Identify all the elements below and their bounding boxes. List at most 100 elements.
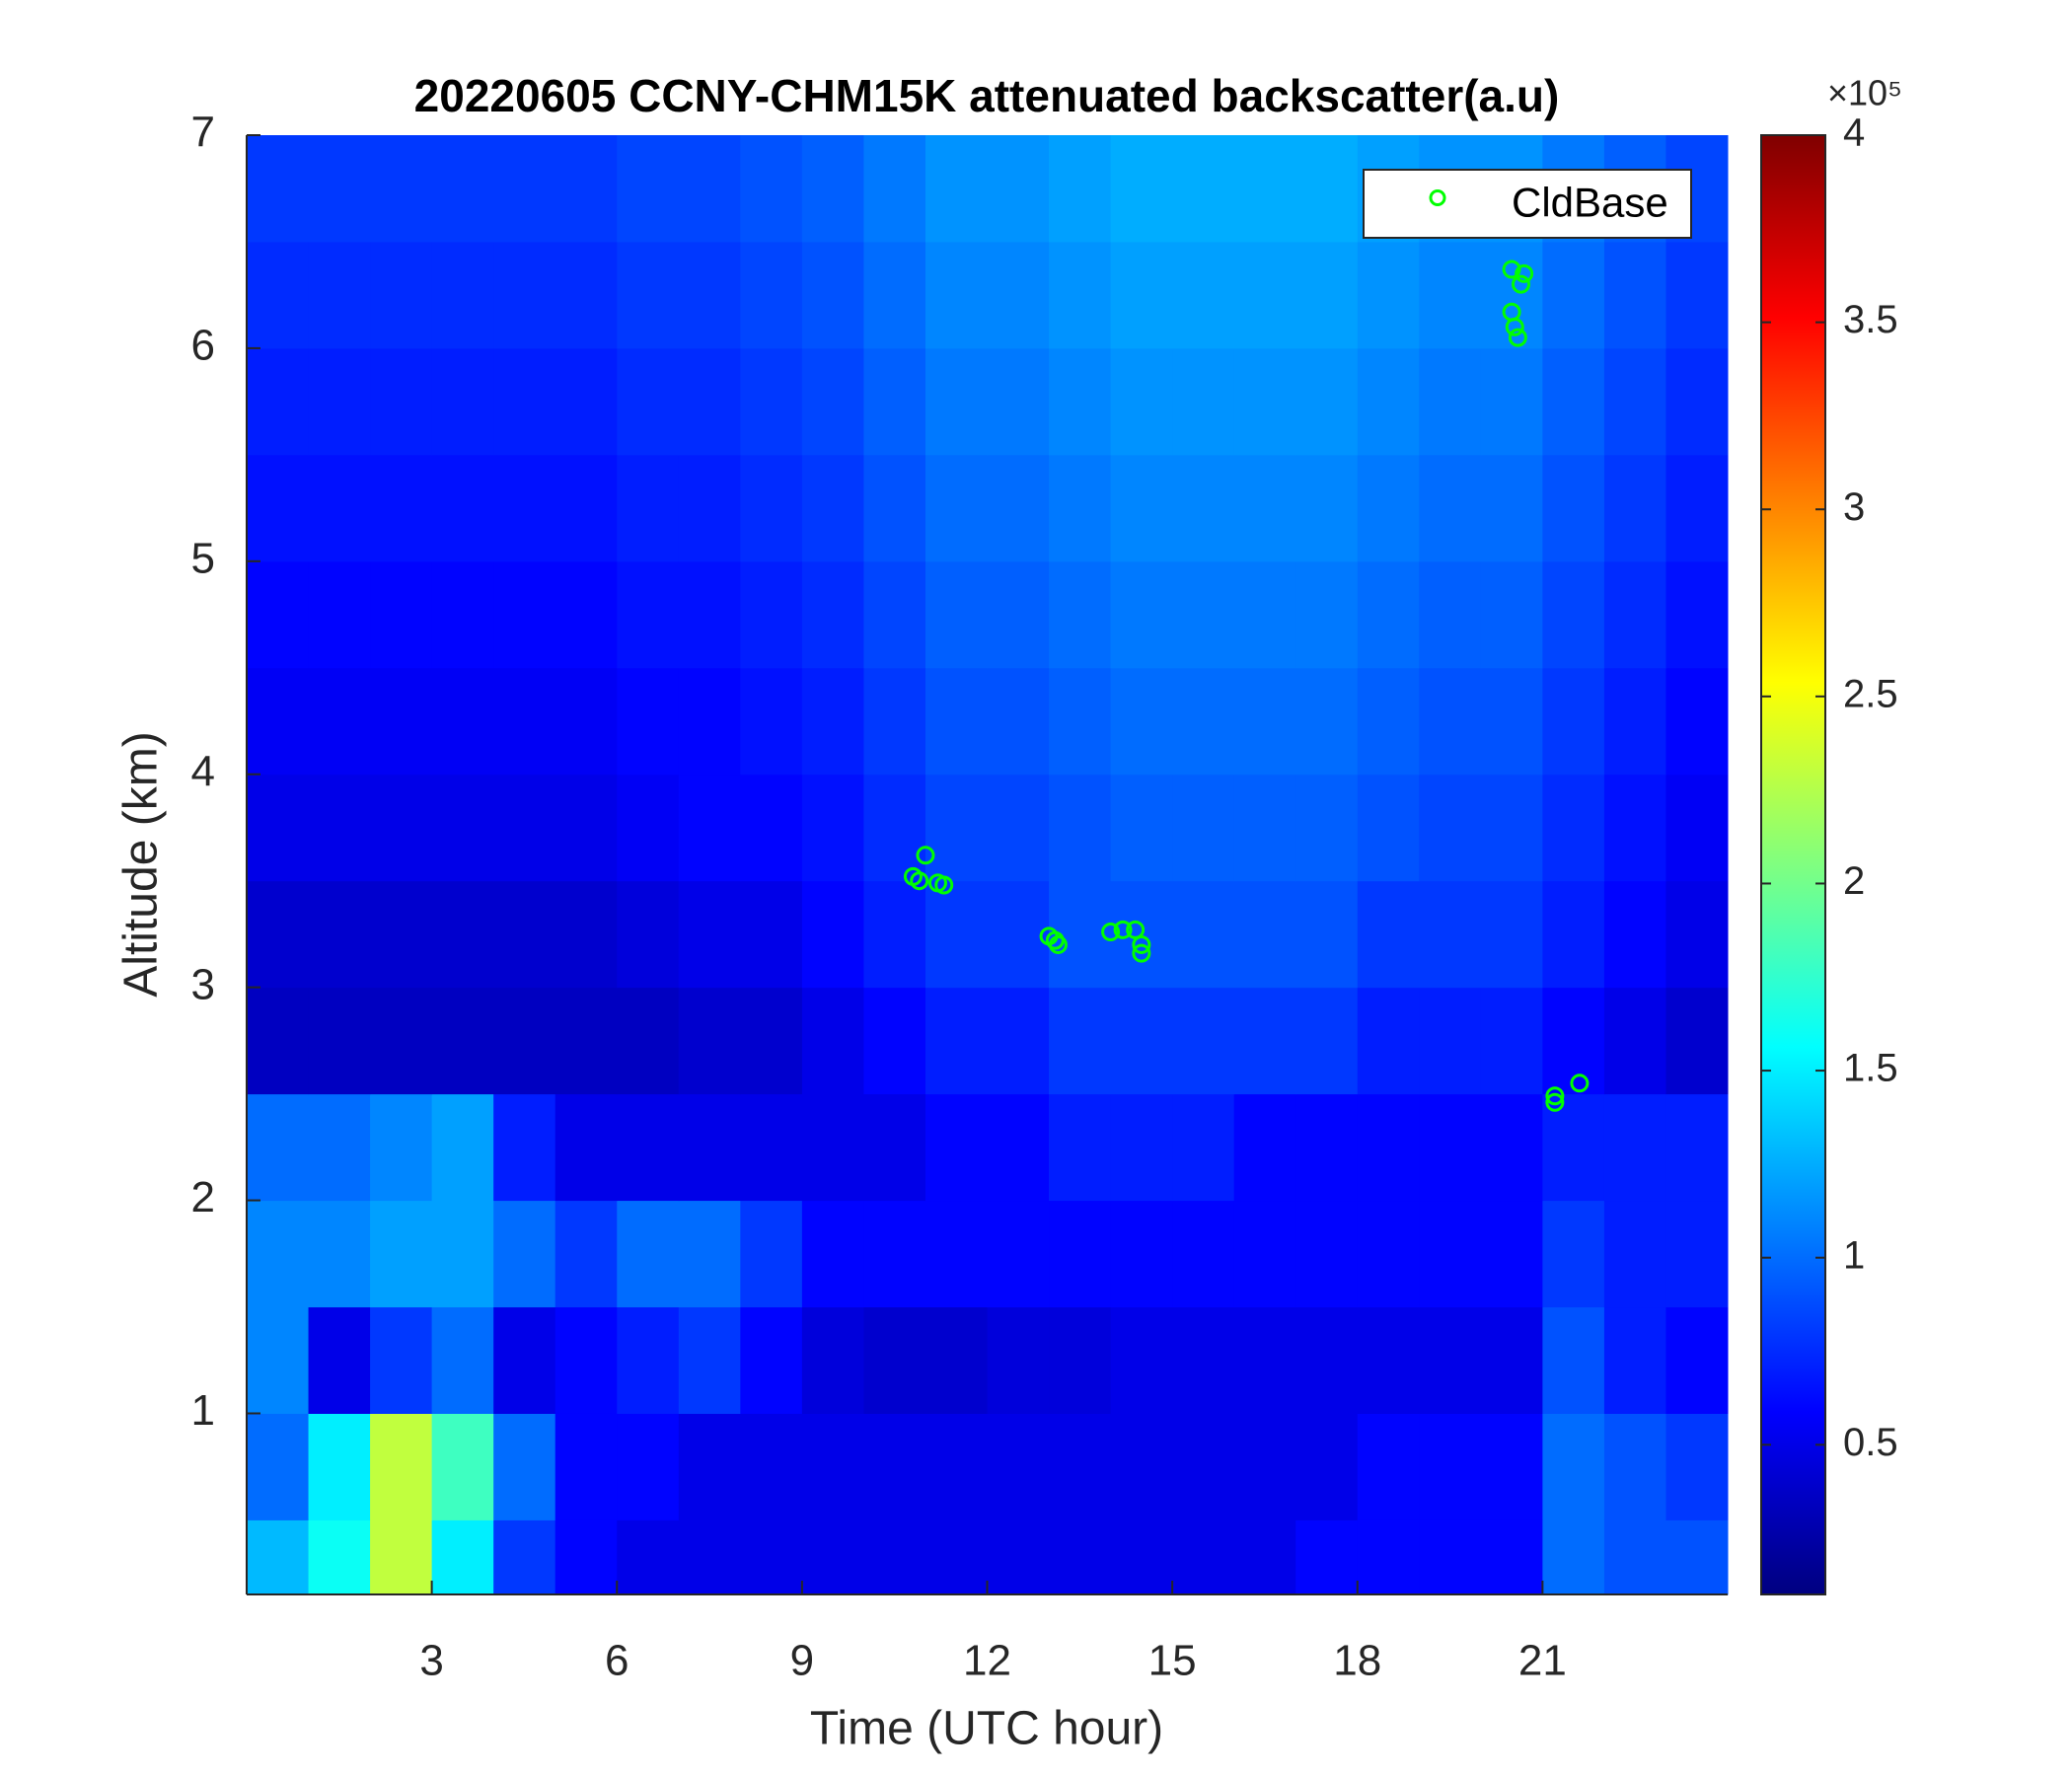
heatmap-cell xyxy=(740,987,803,1095)
heatmap-cell xyxy=(247,241,310,349)
heatmap-cell xyxy=(1172,560,1235,669)
heatmap-cell xyxy=(1233,1093,1296,1202)
heatmap-cell xyxy=(1295,880,1359,989)
heatmap-cell xyxy=(801,1306,864,1414)
heatmap-cell xyxy=(1049,347,1112,456)
heatmap-cell xyxy=(925,987,988,1095)
heatmap-cell xyxy=(801,1200,864,1308)
heatmap-cell xyxy=(370,667,433,776)
heatmap-cell xyxy=(987,774,1050,882)
heatmap-cell xyxy=(1110,667,1173,776)
heatmap-cell xyxy=(247,1200,310,1308)
heatmap-cell xyxy=(308,1413,371,1520)
cloud-base-point xyxy=(1101,923,1121,942)
heatmap-cell xyxy=(1110,241,1173,349)
heatmap-cell xyxy=(370,560,433,669)
heatmap-cell xyxy=(247,774,310,882)
heatmap-cell xyxy=(493,1413,556,1520)
heatmap-cell xyxy=(1172,1306,1235,1414)
heatmap-cell xyxy=(1295,1413,1359,1520)
heatmap-cell xyxy=(247,667,310,776)
heatmap-cell xyxy=(1480,1306,1543,1414)
colorbar-tick-label: 3 xyxy=(1843,485,1865,529)
heatmap-cell xyxy=(863,347,926,456)
heatmap-cell xyxy=(1603,1093,1666,1202)
heatmap-cell xyxy=(863,135,926,243)
heatmap-cell xyxy=(617,135,680,243)
heatmap-cell xyxy=(1049,987,1112,1095)
heatmap xyxy=(247,135,1729,1595)
x-tick-label: 3 xyxy=(419,1637,443,1685)
heatmap-cell xyxy=(1295,987,1359,1095)
heatmap-cell xyxy=(617,560,680,669)
heatmap-cell xyxy=(555,667,618,776)
heatmap-cell xyxy=(493,774,556,882)
heatmap-cell xyxy=(678,1413,741,1520)
heatmap-cell xyxy=(431,135,494,243)
heatmap-cell xyxy=(555,774,618,882)
heatmap-cell xyxy=(1665,987,1729,1095)
heatmap-cell xyxy=(308,880,371,989)
heatmap-cell xyxy=(1603,347,1666,456)
heatmap-cell xyxy=(1603,241,1666,349)
heatmap-cell xyxy=(1295,454,1359,562)
heatmap-cell xyxy=(863,1306,926,1414)
heatmap-cell xyxy=(308,987,371,1095)
heatmap-cell xyxy=(1233,1200,1296,1308)
colorbar-tick-label: 1.5 xyxy=(1843,1047,1898,1090)
heatmap-cell xyxy=(1480,1200,1543,1308)
heatmap-cell xyxy=(1542,1200,1605,1308)
heatmap-cell xyxy=(1233,560,1296,669)
heatmap-cell xyxy=(1172,667,1235,776)
heatmap-cell xyxy=(493,1093,556,1202)
heatmap-cell xyxy=(1357,454,1420,562)
heatmap-cell xyxy=(1049,454,1112,562)
heatmap-cell xyxy=(1419,880,1482,989)
heatmap-cell xyxy=(493,667,556,776)
heatmap-cell xyxy=(1357,987,1420,1095)
heatmap-cell xyxy=(801,1413,864,1520)
heatmap-cell xyxy=(308,454,371,562)
x-tick-label: 21 xyxy=(1518,1637,1567,1685)
heatmap-cell xyxy=(801,454,864,562)
heatmap-cell xyxy=(431,454,494,562)
heatmap-cell xyxy=(1603,1413,1666,1520)
heatmap-cell xyxy=(1419,454,1482,562)
heatmap-cell xyxy=(1480,1093,1543,1202)
heatmap-cell xyxy=(1419,241,1482,349)
heatmap-cell xyxy=(1295,135,1359,243)
heatmap-cell xyxy=(863,987,926,1095)
heatmap-cell xyxy=(801,1093,864,1202)
heatmap-cell xyxy=(1233,987,1296,1095)
heatmap-cell xyxy=(1049,1413,1112,1520)
y-axis-label: Altitude (km) xyxy=(115,731,168,997)
y-tick-label: 5 xyxy=(191,534,215,582)
cloud-base-point xyxy=(1515,263,1534,283)
heatmap-cell xyxy=(863,454,926,562)
heatmap-cell xyxy=(555,135,618,243)
heatmap-cell xyxy=(308,347,371,456)
heatmap-cell xyxy=(308,241,371,349)
heatmap-cell xyxy=(247,880,310,989)
cloud-base-point xyxy=(1502,259,1521,279)
y-tick-label: 7 xyxy=(191,109,215,157)
heatmap-cell xyxy=(247,454,310,562)
heatmap-cell xyxy=(1665,1093,1729,1202)
heatmap-cell xyxy=(1295,774,1359,882)
heatmap-cell xyxy=(431,560,494,669)
heatmap-cell xyxy=(1110,560,1173,669)
heatmap-cell xyxy=(1665,1306,1729,1414)
heatmap-cell xyxy=(1603,560,1666,669)
heatmap-cell xyxy=(617,241,680,349)
heatmap-cell xyxy=(987,347,1050,456)
heatmap-cell xyxy=(1049,1306,1112,1414)
heatmap-cell xyxy=(247,347,310,456)
heatmap-cell xyxy=(1603,454,1666,562)
heatmap-cell xyxy=(863,1413,926,1520)
heatmap-cell xyxy=(863,1200,926,1308)
heatmap-cell xyxy=(1233,880,1296,989)
heatmap-cell xyxy=(1603,880,1666,989)
heatmap-cell xyxy=(555,987,618,1095)
heatmap-cell xyxy=(308,135,371,243)
heatmap-cell xyxy=(863,880,926,989)
